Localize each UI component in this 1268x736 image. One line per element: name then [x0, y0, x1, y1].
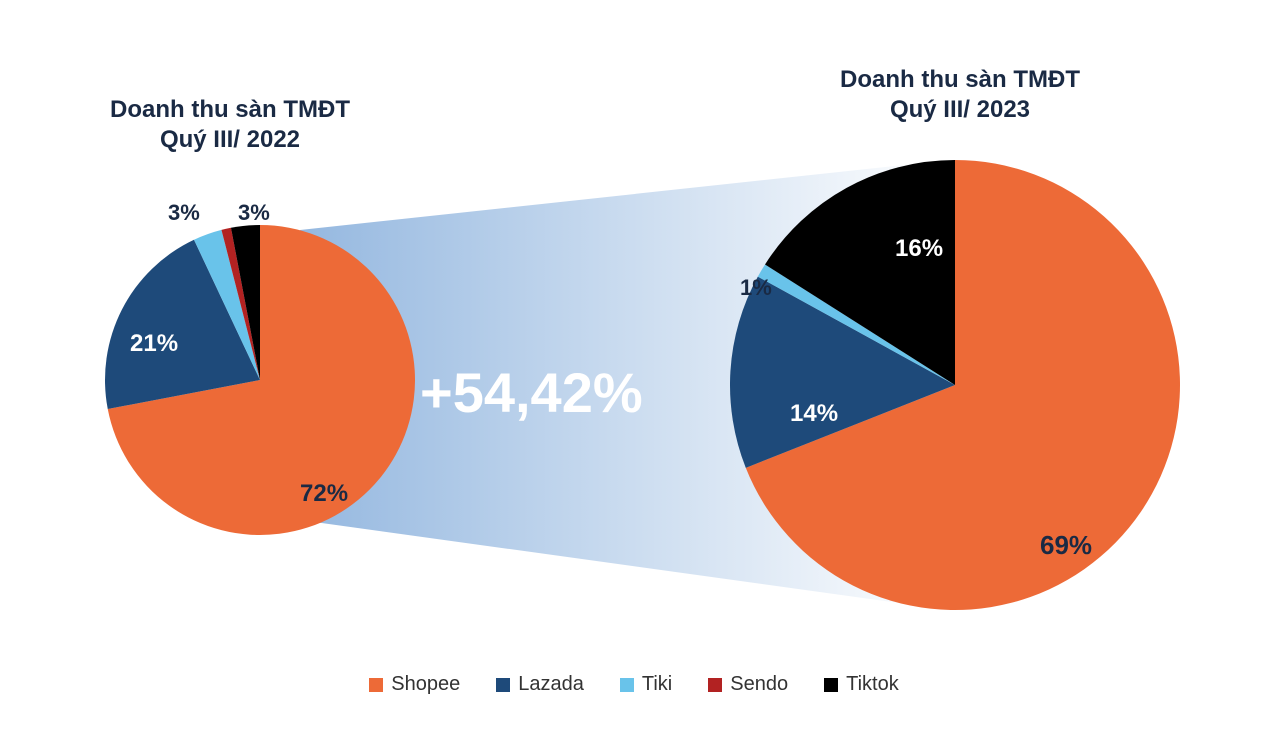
legend-swatch-sendo	[708, 678, 722, 692]
legend-swatch-shopee	[369, 678, 383, 692]
slice-label-shopee: 69%	[1040, 530, 1092, 561]
chart-title-2023-line2: Quý III/ 2023	[800, 95, 1120, 125]
chart-title-2022-line2: Quý III/ 2022	[70, 125, 390, 155]
chart-title-2022-line1: Doanh thu sàn TMĐT	[70, 95, 390, 125]
chart-legend: Shopee Lazada Tiki Sendo Tiktok	[0, 673, 1268, 696]
chart-title-2022: Doanh thu sàn TMĐT Quý III/ 2022	[70, 95, 390, 155]
legend-label-tiktok: Tiktok	[846, 673, 899, 696]
slice-label-tiktok: 16%	[895, 235, 943, 263]
legend-item-tiktok: Tiktok	[824, 673, 899, 696]
legend-item-lazada: Lazada	[496, 673, 584, 696]
legend-item-sendo: Sendo	[708, 673, 788, 696]
slice-label-tiktok: 3%	[238, 200, 270, 226]
slice-label-tiki: 1%	[740, 275, 772, 301]
slice-label-tiki: 3%	[168, 200, 200, 226]
legend-label-sendo: Sendo	[730, 673, 788, 696]
slice-label-shopee: 72%	[300, 480, 348, 508]
legend-label-tiki: Tiki	[642, 673, 672, 696]
slice-label-lazada: 14%	[790, 400, 838, 428]
legend-label-lazada: Lazada	[518, 673, 584, 696]
legend-label-shopee: Shopee	[391, 673, 460, 696]
growth-percent-label: +54,42%	[420, 360, 643, 425]
legend-item-shopee: Shopee	[369, 673, 460, 696]
legend-swatch-tiktok	[824, 678, 838, 692]
pie-chart-2022	[103, 223, 417, 537]
legend-item-tiki: Tiki	[620, 673, 672, 696]
slice-label-lazada: 21%	[130, 330, 178, 358]
pie-chart-2023	[728, 158, 1182, 612]
legend-swatch-lazada	[496, 678, 510, 692]
chart-title-2023: Doanh thu sàn TMĐT Quý III/ 2023	[800, 65, 1120, 125]
legend-swatch-tiki	[620, 678, 634, 692]
chart-title-2023-line1: Doanh thu sàn TMĐT	[800, 65, 1120, 95]
chart-stage: Doanh thu sàn TMĐT Quý III/ 2022 Doanh t…	[0, 0, 1268, 736]
